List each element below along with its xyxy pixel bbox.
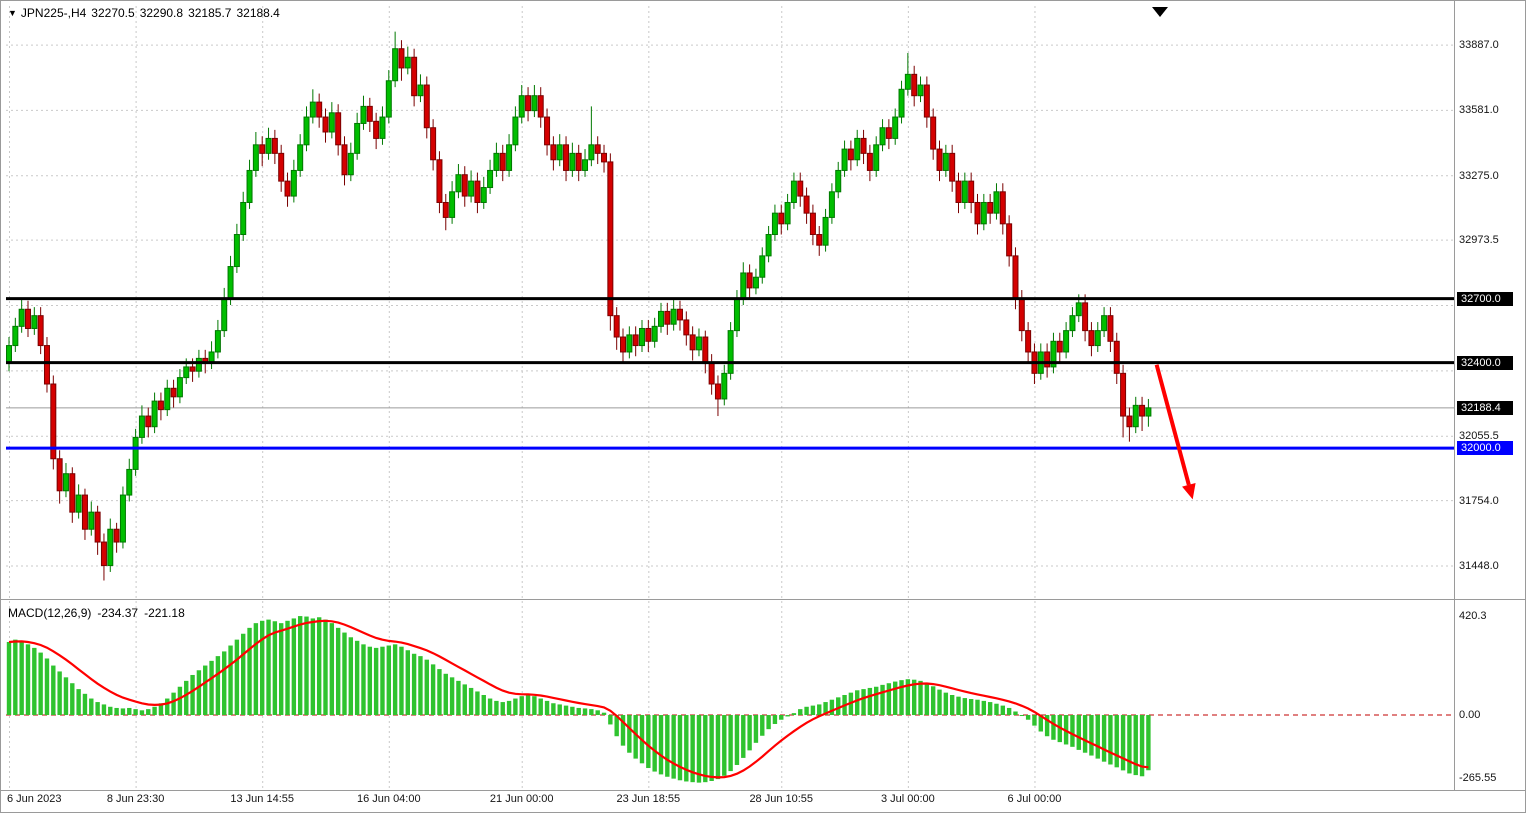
candles bbox=[6, 31, 1152, 581]
price-axis[interactable]: 33887.0 33581.0 33275.0 32973.5 32055.5 31754… bbox=[1457, 1, 1525, 812]
price-tick-label: 33581.0 bbox=[1459, 104, 1499, 116]
time-tick-label: 23 Jun 18:55 bbox=[616, 793, 681, 805]
time-tick-label: 13 Jun 14:55 bbox=[230, 793, 294, 805]
macd-value: -234.37 bbox=[97, 606, 139, 620]
time-tick-label: 6 Jul 00:00 bbox=[1007, 793, 1062, 805]
macd-name: MACD(12,26,9) bbox=[8, 606, 92, 620]
ohlc-low: 32185.7 bbox=[188, 6, 232, 20]
price-tick-label: 32055.5 bbox=[1459, 430, 1499, 442]
macd-signal-line bbox=[8, 619, 1149, 779]
time-tick-label: 16 Jun 04:00 bbox=[356, 793, 421, 805]
grid-lines bbox=[6, 6, 1454, 789]
macd-histogram bbox=[6, 616, 1151, 783]
trend-arrow-head[interactable] bbox=[1182, 483, 1196, 500]
macd-tick-label: -265.55 bbox=[1459, 772, 1497, 784]
price-tick-label: 31448.0 bbox=[1459, 560, 1499, 572]
trend-arrow-line[interactable] bbox=[1154, 364, 1191, 486]
time-tick-label: 21 Jun 00:00 bbox=[489, 793, 554, 805]
macd-tick-label: 420.3 bbox=[1459, 610, 1487, 622]
symbol-info: ▼ JPN225-,H4 32270.5 32290.8 32185.7 32188.4 bbox=[8, 6, 285, 20]
level-price-badge: 32000.0 bbox=[1457, 441, 1513, 455]
symbol-title: JPN225-,H4 bbox=[20, 6, 87, 20]
chart-shift-marker[interactable] bbox=[1152, 7, 1168, 17]
time-tick-label: 28 Jun 10:55 bbox=[749, 793, 814, 805]
time-tick-label: 6 Jun 2023 bbox=[7, 793, 62, 805]
level-price-badge: 32400.0 bbox=[1457, 356, 1513, 370]
time-axis[interactable]: 6 Jun 2023 8 Jun 23:30 13 Jun 14:55 16 Jun … bbox=[1, 793, 1457, 812]
price-tick-label: 31754.0 bbox=[1459, 495, 1499, 507]
symbol-dropdown-icon[interactable]: ▼ bbox=[8, 8, 17, 18]
price-tick-label: 33887.0 bbox=[1459, 39, 1499, 51]
macd-indicator-label: MACD(12,26,9) -234.37 -221.18 bbox=[8, 606, 191, 620]
level-price-badge: 32700.0 bbox=[1457, 292, 1513, 306]
ohlc-high: 32290.8 bbox=[139, 6, 184, 20]
time-tick-label: 8 Jun 23:30 bbox=[106, 793, 165, 805]
ohlc-open: 32270.5 bbox=[91, 6, 135, 20]
ohlc-close: 32188.4 bbox=[236, 6, 280, 20]
price-tick-label: 33275.0 bbox=[1459, 170, 1499, 182]
macd-signal-value: -221.18 bbox=[144, 606, 185, 620]
time-tick-label: 3 Jul 00:00 bbox=[880, 793, 935, 805]
current-price-badge: 32188.4 bbox=[1457, 401, 1513, 415]
price-tick-label: 32973.5 bbox=[1459, 234, 1499, 246]
macd-tick-label: 0.00 bbox=[1459, 709, 1481, 721]
